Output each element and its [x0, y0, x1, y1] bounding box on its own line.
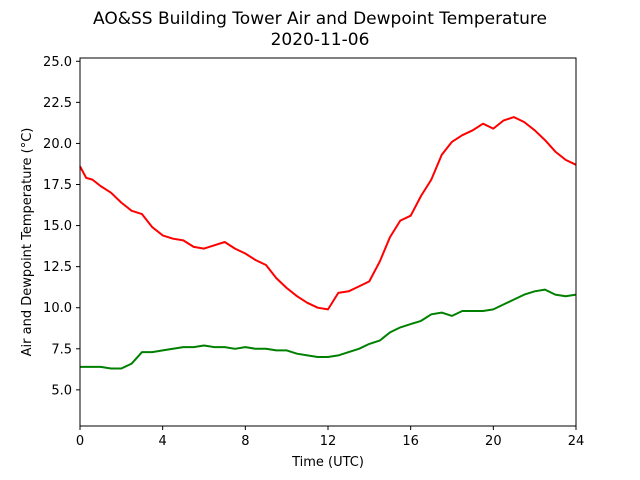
y-tick-label: 22.5 [43, 96, 72, 111]
series-layer [79, 116, 577, 370]
series-1 [80, 288, 577, 370]
y-tick-label: 7.5 [51, 342, 72, 357]
x-tick-label: 16 [402, 434, 419, 449]
y-tick-label: 10.0 [43, 301, 72, 316]
x-tick-label: 0 [76, 434, 84, 449]
y-axis: 5.0 7.5 10.0 12.5 15.0 17.5 20.0 22.5 25.0 [43, 55, 80, 398]
x-tick-label: 4 [159, 434, 167, 449]
chart-title: AO&SS Building Tower Air and Dewpoint Te… [93, 9, 547, 29]
y-tick-label: 25.0 [43, 55, 72, 70]
series-0 [79, 116, 577, 311]
series-1-line [80, 288, 577, 370]
series-0-line [79, 116, 577, 311]
x-tick-label: 12 [320, 434, 337, 449]
x-axis-label: Time (UTC) [291, 455, 364, 470]
x-tick-label: 24 [568, 434, 585, 449]
y-axis-label: Air and Dewpoint Temperature (°C) [20, 128, 35, 357]
x-axis: 0 4 8 12 16 20 24 [76, 426, 584, 449]
y-tick-label: 20.0 [43, 137, 72, 152]
x-tick-label: 20 [485, 434, 502, 449]
y-tick-label: 17.5 [43, 178, 72, 193]
plot-area [80, 58, 576, 426]
chart-subtitle: 2020-11-06 [271, 30, 370, 50]
x-tick-label: 8 [241, 434, 249, 449]
y-tick-label: 12.5 [43, 260, 72, 275]
y-tick-label: 15.0 [43, 219, 72, 234]
y-tick-label: 5.0 [51, 383, 72, 398]
plot-frame [79, 57, 577, 427]
